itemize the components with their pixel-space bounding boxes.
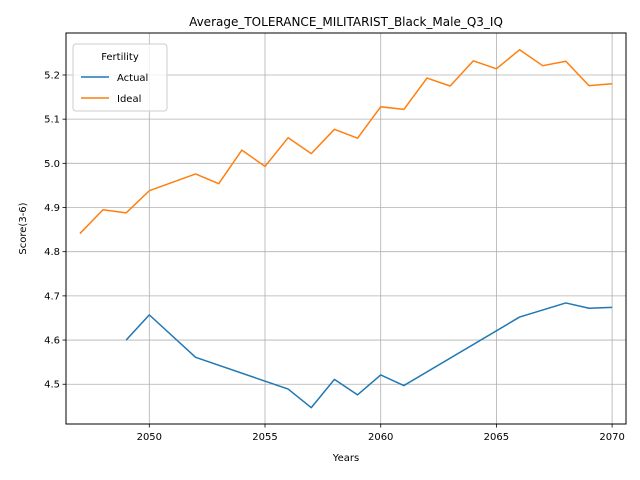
x-tick-label: 2070 [599, 432, 624, 443]
y-tick-label: 5.1 [44, 115, 60, 126]
legend-label-actual: Actual [117, 73, 148, 84]
legend-box [72, 43, 168, 112]
y-tick-label: 4.6 [44, 336, 60, 347]
y-tick-label: 4.8 [44, 247, 60, 258]
plot-frame [65, 32, 627, 425]
x-tick-label: 2055 [252, 432, 277, 443]
x-tick-label: 2065 [484, 432, 509, 443]
legend-title: Fertility [101, 52, 139, 63]
series-line-ideal [79, 49, 613, 235]
x-tick-label: 2050 [137, 432, 162, 443]
chart-title: Average_TOLERANCE_MILITARIST_Black_Male_… [189, 15, 503, 29]
legend: Fertility Actual Ideal [72, 43, 168, 112]
y-axis-label: Score(3-6) [18, 202, 29, 254]
y-tick-label: 4.5 [44, 380, 60, 391]
grid-lines [66, 33, 626, 424]
y-tick-label: 5.2 [44, 70, 60, 81]
x-axis-label: Years [332, 453, 359, 464]
x-axis-ticks: 2050 2055 2060 2065 2070 [137, 424, 625, 443]
legend-label-ideal: Ideal [117, 94, 141, 105]
x-tick-label: 2060 [368, 432, 393, 443]
y-tick-label: 4.9 [44, 203, 60, 214]
y-tick-label: 5.0 [44, 159, 60, 170]
legend-items: Actual Ideal [81, 73, 148, 105]
series-lines [79, 49, 613, 409]
y-axis-ticks: 4.5 4.6 4.7 4.8 4.9 5.0 5.1 5.2 [44, 70, 66, 391]
series-line-actual [125, 302, 613, 409]
y-tick-label: 4.7 [44, 291, 60, 302]
